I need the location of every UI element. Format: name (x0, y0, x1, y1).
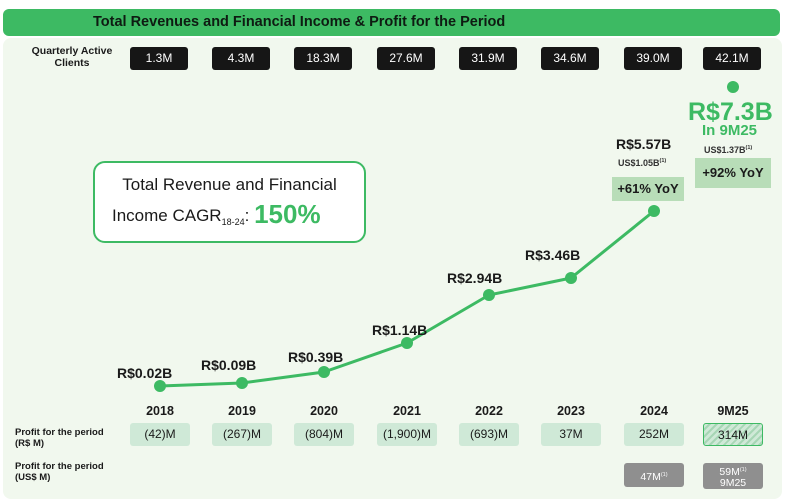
cagr-text-line2: Income CAGR18-24: 150% (112, 199, 321, 230)
usd-revenue-9m25-value: US$1.37B (704, 145, 746, 155)
value-label-2023: R$3.46B (525, 247, 581, 263)
yoy-badge-9m25: +92% YoY (695, 158, 771, 188)
year-label-2018: 2018 (146, 404, 174, 418)
value-label-2024: R$5.57B (616, 136, 672, 152)
footnote-marker: (1) (745, 145, 753, 151)
point-2018 (154, 380, 166, 392)
client-count-2020: 18.3M (294, 47, 352, 70)
profit-brl-2023: 37M (541, 423, 601, 446)
value-label-2018: R$0.02B (117, 365, 173, 381)
profit-brl-2019: (267)M (212, 423, 272, 446)
point-2022 (483, 289, 495, 301)
year-label-9m25: 9M25 (717, 404, 749, 418)
year-label-2019: 2019 (228, 404, 256, 418)
cagr-callout: Total Revenue and Financial Income CAGR1… (93, 161, 366, 243)
cagr-label: Income CAGR (112, 206, 222, 225)
client-count-2021: 27.6M (377, 47, 435, 70)
revenue-9m25-value: R$7.3B (688, 98, 773, 126)
cagr-colon: : (244, 206, 250, 225)
profit-brl-2022: (693)M (459, 423, 519, 446)
year-label-2023: 2023 (557, 404, 585, 418)
client-count-2022: 31.9M (459, 47, 517, 70)
profit-brl-label-line2: (R$ M) (15, 438, 45, 449)
value-label-2020: R$0.39B (288, 349, 344, 365)
usd-revenue-2024: US$1.05B(1) (618, 158, 666, 168)
profit-brl-row-label: Profit for the period (R$ M) (15, 427, 104, 449)
point-2024 (648, 205, 660, 217)
client-count-2023: 34.6M (541, 47, 599, 70)
point-2020 (318, 366, 330, 378)
revenue-9m25-period: In 9M25 (702, 122, 758, 139)
point-2021 (401, 337, 413, 349)
client-count-9m25: 42.1M (703, 47, 761, 70)
year-label-2021: 2021 (393, 404, 421, 418)
client-count-2019: 4.3M (212, 47, 270, 70)
title-bar: Total Revenues and Financial Income & Pr… (3, 9, 780, 36)
profit-brl-label-line1: Profit for the period (15, 427, 104, 438)
client-count-2018: 1.3M (130, 47, 188, 70)
footnote-marker: (1) (739, 467, 747, 473)
cagr-value: 150% (254, 199, 321, 229)
point-2023 (565, 272, 577, 284)
value-label-2021: R$1.14B (372, 322, 428, 338)
year-label-2022: 2022 (475, 404, 503, 418)
yoy-badge-2024: +61% YoY (612, 177, 684, 201)
profit-usd-2024-value: 47M (640, 471, 661, 483)
profit-brl-2021: (1,900)M (377, 423, 437, 446)
cagr-period: 18-24 (221, 217, 245, 227)
point-2019 (236, 377, 248, 389)
profit-brl-2018: (42)M (130, 423, 190, 446)
profit-usd-label-line2: (US$ M) (15, 472, 51, 483)
profit-brl-2020: (804)M (294, 423, 354, 446)
content-panel (3, 38, 782, 499)
point-9m25 (727, 81, 739, 93)
profit-brl-2024: 252M (624, 423, 684, 446)
cagr-text-line1: Total Revenue and Financial (122, 175, 337, 194)
year-label-2020: 2020 (310, 404, 338, 418)
year-label-2024: 2024 (640, 404, 668, 418)
footnote-marker: (1) (659, 158, 667, 164)
profit-usd-label-line1: Profit for the period (15, 461, 104, 472)
profit-usd-2024: 47M(1) (624, 463, 684, 487)
clients-row-label: Quarterly Active Clients (31, 45, 113, 69)
profit-usd-9m25-value: 59M (719, 466, 740, 478)
page-title: Total Revenues and Financial Income & Pr… (93, 14, 506, 30)
usd-revenue-9m25: US$1.37B(1) (704, 145, 752, 155)
profit-usd-row-label: Profit for the period (US$ M) (15, 461, 104, 483)
profit-brl-9m25: 314M (703, 423, 763, 446)
value-label-2019: R$0.09B (201, 357, 257, 373)
footnote-marker: (1) (660, 472, 668, 478)
client-count-2024: 39.0M (624, 47, 682, 70)
usd-revenue-2024-value: US$1.05B (618, 158, 660, 168)
profit-usd-9m25: 59M(1) 9M25 (703, 463, 763, 489)
value-label-2022: R$2.94B (447, 270, 503, 286)
profit-usd-9m25-period: 9M25 (719, 477, 747, 489)
